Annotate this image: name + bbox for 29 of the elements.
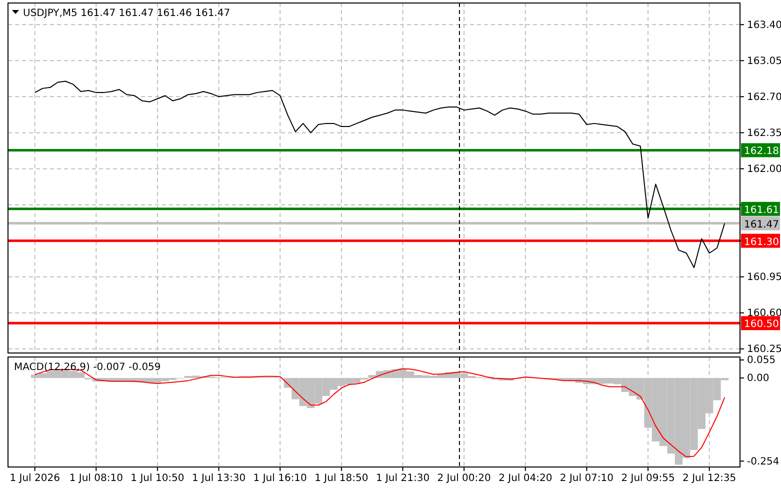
x-tick-label: 1 Jul 13:30 [192,473,246,484]
x-tick-label: 2 Jul 12:35 [682,473,736,484]
text: USDJPY,M5 161.47 161.47 161.46 161.47 [23,8,230,19]
ref-line-label: 162.18 [744,146,779,158]
x-tick-label: 1 Jul 21:30 [376,473,430,484]
y-tick-label: 162.35 [747,128,781,139]
x-tick-label: 2 Jul 07:10 [560,473,614,484]
y-tick-label: 162.70 [747,92,781,103]
x-tick-label: 1 Jul 16:10 [253,473,307,484]
y-tick-label: 162.00 [747,164,781,175]
y-tick-label: 0.00 [747,373,770,384]
text: MACD(12,26,9) -0.007 -0.059 [14,362,161,373]
y-tick-label: 160.25 [747,344,781,356]
x-tick-label: 1 Jul 18:50 [314,473,368,484]
x-tick-label: 2 Jul 00:20 [437,473,491,484]
x-tick-label: 1 Jul 08:10 [69,473,123,484]
x-tick-label: 1 Jul 10:50 [130,473,184,484]
ref-line-label: 161.47 [744,219,779,230]
x-tick-label: 2 Jul 04:20 [498,473,552,484]
x-tick-label: 2 Jul 09:55 [621,473,675,484]
x-tick-label: 1 Jul 2026 [10,473,60,484]
y-tick-label: -0.254 [747,456,780,468]
ref-line-label: 161.61 [744,204,779,216]
y-tick-label: 160.95 [747,272,781,284]
y-tick-label: 0.055 [747,355,776,366]
y-tick-label: 163.05 [747,56,781,67]
y-tick-label: 163.40 [747,20,781,31]
ref-line-label: 160.50 [744,319,779,330]
ref-line-label: 161.30 [744,236,779,248]
